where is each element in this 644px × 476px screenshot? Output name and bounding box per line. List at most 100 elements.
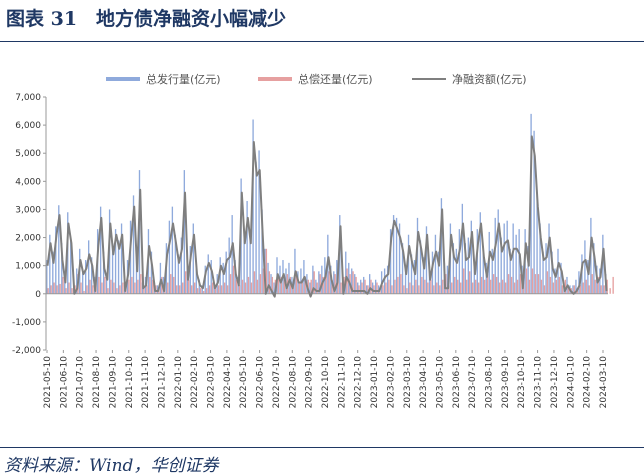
repayment-bar [283,279,285,294]
x-axis-ticks: 2021-05-10 2021-06-10 2021-07-10 2021-08-10… [43,350,609,408]
x-tick-label: 2021-10-10 [125,356,135,409]
issuance-bar [506,220,508,294]
repayment-bar [50,285,52,294]
x-tick-label: 2022-08-10 [288,356,298,409]
repayment-bar [187,279,190,294]
issuance-bar [434,234,437,294]
issuance-bar [132,195,135,294]
issuance-bar [473,260,475,294]
issuance-bar [52,251,54,294]
issuance-bar [156,285,159,294]
x-tick-label: 2023-03-10 [403,356,413,409]
issuance-bar [536,195,538,294]
repayment-bar [241,279,244,294]
issuance-bar [300,268,302,294]
repayment-bar [555,279,558,294]
repayment-bar [199,288,202,294]
repayment-bar [119,285,121,294]
x-tick-label: 2022-11-10 [337,356,347,409]
x-tick-label: 2021-07-10 [76,356,86,409]
issuance-bar [61,243,63,294]
issuance-bar [557,248,559,294]
issuance-bar [518,229,520,294]
repayment-bar [110,279,112,294]
issuance-bar [542,251,544,294]
repayment-bar [182,282,184,294]
repayment-bar [173,276,175,294]
repayment-bar [47,288,49,294]
issuance-bar [470,220,472,294]
repayment-bar [68,282,70,294]
repayment-bar [388,279,390,294]
issuance-bar [189,245,191,294]
repayment-bar [492,274,495,294]
issuance-bar [88,240,90,294]
repayment-bar [513,282,516,294]
issuance-bar [404,268,407,294]
y-tick-label: 4,000 [15,177,41,187]
repayment-bar [316,282,318,294]
x-tick-label: 2023-12-10 [550,356,560,409]
issuance-bar [168,220,171,294]
issuance-bar [392,215,395,294]
issuance-bar [554,268,556,294]
x-tick-label: 2022-01-10 [174,356,184,409]
net-financing-chart: 总发行量(亿元) 总偿还量(亿元) 净融资额(亿元) 7,000 6,000 5,0… [12,72,614,408]
repayment-bar [334,274,336,294]
repayment-bar [543,285,546,294]
repayment-bar [265,248,268,294]
y-tick-label: 2,000 [15,234,41,244]
issuance-bar [366,285,368,294]
repayment-bar [167,282,169,294]
repayment-bar [406,288,408,294]
issuance-bar [437,251,440,294]
issuance-bar [117,240,120,294]
issuance-bar [309,282,311,294]
y-tick-label: 1,000 [15,262,41,272]
repayment-bar [421,276,423,294]
repayment-bar [235,279,238,294]
issuance-bar [102,251,105,294]
repayment-bar [137,279,139,294]
repayment-bar [597,276,599,294]
y-tick-label: -1,000 [12,318,41,328]
repayment-bar [382,285,384,294]
repayment-bar [430,279,432,294]
x-tick-label: 2023-04-10 [419,356,429,409]
x-tick-label: 2021-11-10 [141,356,151,409]
repayment-bar [418,285,420,294]
x-tick-label: 2022-12-10 [354,356,364,409]
repayment-bar [442,279,444,294]
repayment-bar [149,276,151,294]
repayment-bar [403,285,405,294]
legend-swatch-issuance [106,77,140,81]
repayment-bar [253,271,256,294]
issuance-bar [509,248,511,294]
issuance-bar [201,285,203,294]
x-tick-label: 2022-07-10 [272,356,282,409]
repayment-bar [205,288,208,294]
repayment-bar [364,279,366,294]
repayment-bar [483,279,486,294]
repayment-bar [463,268,465,294]
repayment-bar [214,288,217,294]
issuance-bar [243,231,245,294]
repayment-bar [427,282,429,294]
issuance-bar [357,282,359,294]
issuance-bar [599,268,601,294]
issuance-bar [398,223,401,294]
repayment-bar [62,276,64,294]
repayment-bar [277,276,280,294]
repayment-bar [325,274,327,294]
repayment-bar [385,282,387,294]
x-tick-label: 2023-08-10 [485,356,495,409]
repayment-bar [217,285,220,294]
issuance-bar [351,268,353,294]
x-tick-label: 2023-09-10 [501,356,511,409]
issuance-bar [135,257,138,294]
repayment-bar [573,285,575,294]
repayment-bar [140,274,142,294]
issuance-bar [318,271,320,294]
issuance-bar [174,234,177,294]
repayment-bar [170,274,172,294]
